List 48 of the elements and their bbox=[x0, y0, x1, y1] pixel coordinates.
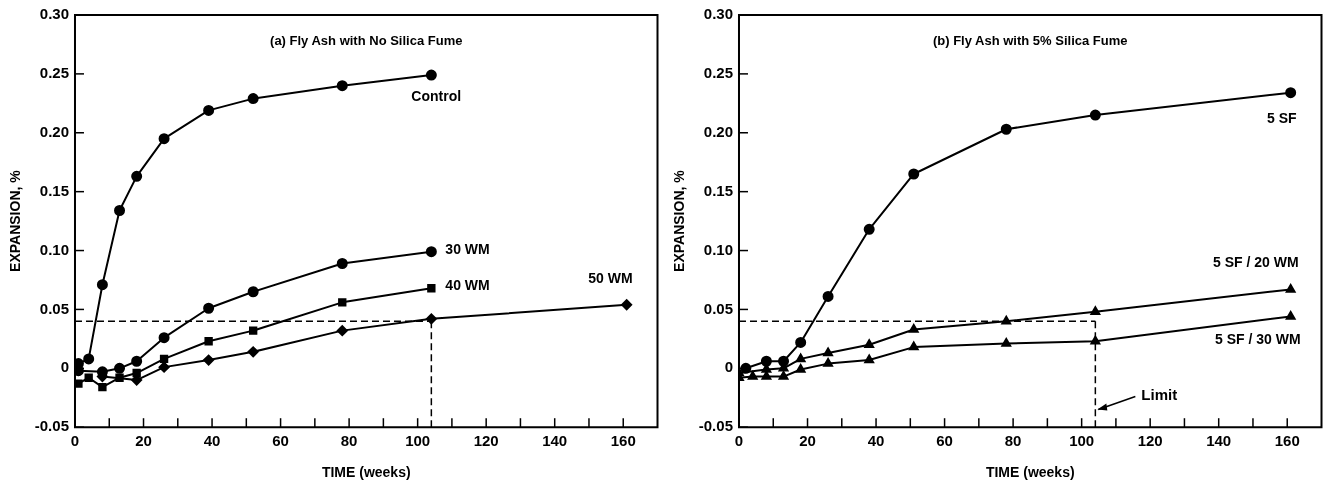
y-tick-label: -0.05 bbox=[698, 417, 733, 435]
y-axis-title: EXPANSION, % bbox=[7, 169, 24, 272]
x-tick-label: 20 bbox=[799, 432, 816, 450]
x-tick-label: 100 bbox=[405, 432, 431, 450]
series-label: 40 WM bbox=[445, 277, 490, 294]
x-tick-label: 160 bbox=[610, 432, 636, 450]
x-tick-label: 80 bbox=[340, 432, 358, 450]
y-tick-label: 0 bbox=[60, 358, 69, 376]
y-tick-label: 0.30 bbox=[703, 5, 733, 23]
annotation: Limit bbox=[1141, 385, 1178, 403]
y-tick-label: 0 bbox=[724, 358, 733, 376]
series-label: 50 WM bbox=[588, 269, 633, 286]
x-tick-label: 140 bbox=[1206, 432, 1232, 450]
series-label: 5 SF bbox=[1267, 109, 1298, 126]
y-tick-label: -0.05 bbox=[34, 417, 69, 435]
x-tick-label: 40 bbox=[867, 432, 885, 450]
y-tick-label: 0.15 bbox=[703, 181, 733, 199]
y-tick-label: 0.05 bbox=[703, 299, 733, 317]
x-tick-label: 60 bbox=[936, 432, 953, 450]
x-axis-title: TIME (weeks) bbox=[985, 464, 1075, 481]
series-label: 5 SF / 20 WM bbox=[1213, 254, 1299, 271]
y-tick-label: 0.15 bbox=[39, 181, 69, 199]
series-label: Control bbox=[411, 87, 462, 104]
y-tick-label: 0.25 bbox=[39, 64, 69, 82]
y-tick-label: 0.10 bbox=[39, 240, 69, 258]
x-tick-label: 80 bbox=[1004, 432, 1022, 450]
y-tick-label: 0.20 bbox=[703, 122, 733, 140]
x-tick-label: 160 bbox=[1274, 432, 1300, 450]
y-tick-label: 0.20 bbox=[39, 122, 69, 140]
text: (a) Fly Ash with No Silica Fume bbox=[270, 32, 463, 48]
x-tick-label: 120 bbox=[1137, 432, 1163, 450]
y-tick-label: 0.05 bbox=[39, 299, 69, 317]
x-tick-label: 0 bbox=[70, 432, 80, 450]
x-tick-label: 120 bbox=[473, 432, 499, 450]
y-tick-label: 0.10 bbox=[703, 240, 733, 258]
y-tick-label: 0.30 bbox=[39, 5, 69, 23]
x-tick-label: 40 bbox=[203, 432, 221, 450]
x-tick-label: 140 bbox=[542, 432, 568, 450]
y-axis-title: EXPANSION, % bbox=[671, 169, 688, 272]
x-tick-label: 60 bbox=[272, 432, 289, 450]
x-tick-label: 20 bbox=[135, 432, 152, 450]
x-tick-label: 0 bbox=[734, 432, 744, 450]
y-tick-label: 0.25 bbox=[703, 64, 733, 82]
text: (b) Fly Ash with 5% Silica Fume bbox=[932, 32, 1128, 48]
x-tick-label: 100 bbox=[1069, 432, 1095, 450]
series-label: 30 WM bbox=[445, 240, 490, 257]
series-label: 5 SF / 30 WM bbox=[1215, 331, 1301, 348]
x-axis-title: TIME (weeks) bbox=[321, 464, 411, 481]
